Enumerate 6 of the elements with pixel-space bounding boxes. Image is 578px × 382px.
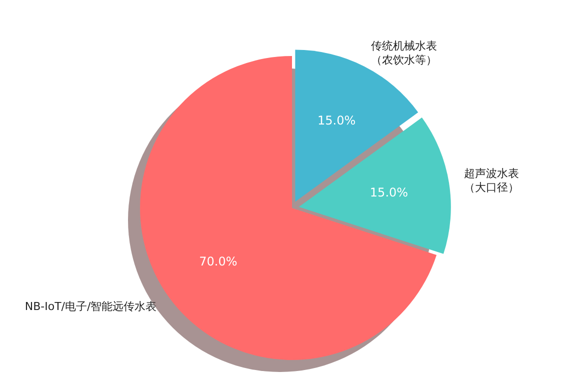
data-label: 70.0% <box>199 254 238 269</box>
slice-label: NB-IoT/电子/智能远传水表 <box>24 300 157 313</box>
slice-label: 传统机械水表（农饮水等） <box>371 39 438 66</box>
data-label: 15.0% <box>318 114 356 128</box>
slice-label: 超声波水表（大口径） <box>464 167 520 194</box>
data-label: 15.0% <box>370 186 408 200</box>
